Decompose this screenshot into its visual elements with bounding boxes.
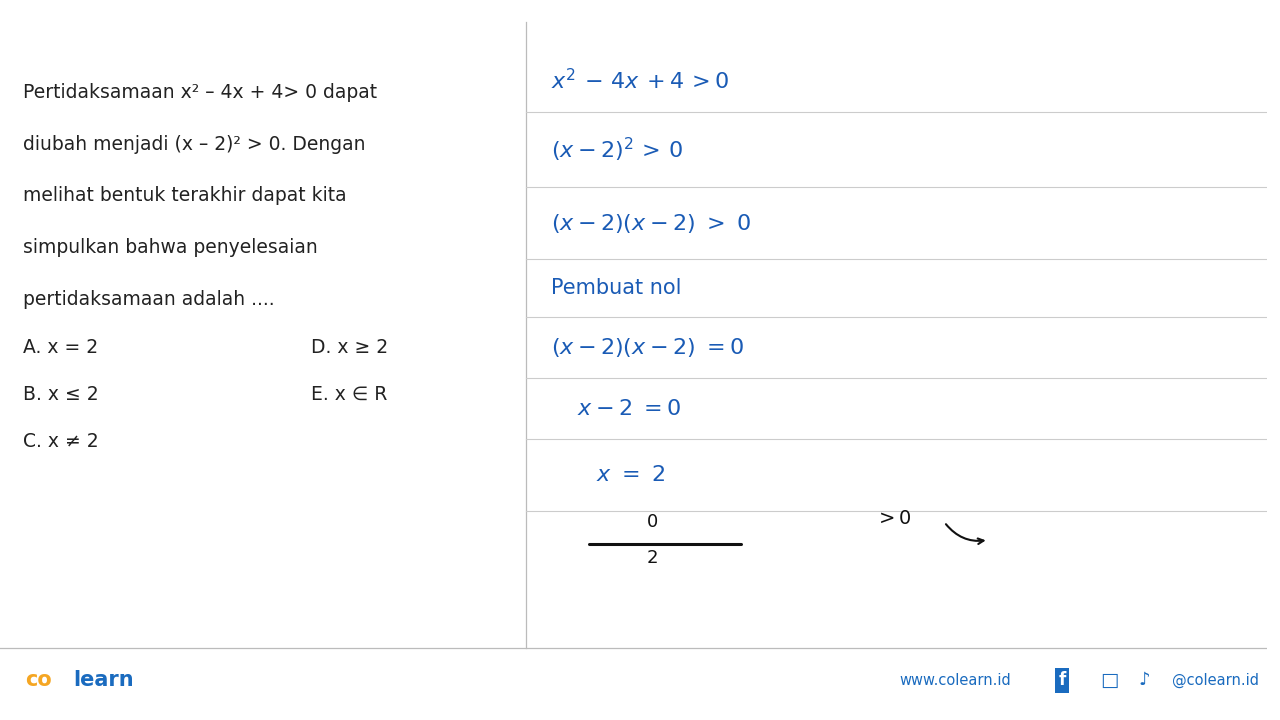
Text: D. x ≥ 2: D. x ≥ 2: [311, 338, 388, 357]
Text: A. x = 2: A. x = 2: [23, 338, 99, 357]
Text: diubah menjadi (x – 2)² > 0. Dengan: diubah menjadi (x – 2)² > 0. Dengan: [23, 135, 365, 153]
Text: ♪: ♪: [1138, 671, 1149, 690]
Text: $x-2\ =0$: $x-2\ =0$: [577, 399, 681, 418]
Text: @colearn.id: @colearn.id: [1172, 672, 1260, 688]
Text: □: □: [1100, 671, 1119, 690]
Text: $x\ =\ 2$: $x\ =\ 2$: [595, 465, 666, 485]
Text: 2: 2: [646, 549, 658, 567]
Text: $(x-2)(x-2)\ =0$: $(x-2)(x-2)\ =0$: [552, 336, 745, 359]
Text: pertidaksamaan adalah ....: pertidaksamaan adalah ....: [23, 290, 274, 309]
Text: $x^2\/-\/4x\/+4\/>0$: $x^2\/-\/4x\/+4\/>0$: [552, 68, 730, 94]
Text: E. x ∈ R: E. x ∈ R: [311, 385, 387, 404]
Text: $(x-2)^2\/>\/0$: $(x-2)^2\/>\/0$: [552, 135, 684, 163]
Text: $> 0$: $> 0$: [874, 509, 911, 528]
Text: simpulkan bahwa penyelesaian: simpulkan bahwa penyelesaian: [23, 238, 317, 257]
Text: Pertidaksamaan x² – 4x + 4> 0 dapat: Pertidaksamaan x² – 4x + 4> 0 dapat: [23, 83, 376, 102]
Text: C. x ≠ 2: C. x ≠ 2: [23, 432, 99, 451]
Text: co: co: [26, 670, 52, 690]
Text: 0: 0: [648, 513, 658, 531]
Text: learn: learn: [73, 670, 134, 690]
Text: Pembuat nol: Pembuat nol: [552, 278, 682, 298]
Text: $(x-2)(x-2)\ >\ 0$: $(x-2)(x-2)\ >\ 0$: [552, 212, 751, 235]
Text: f: f: [1059, 671, 1065, 690]
Text: melihat bentuk terakhir dapat kita: melihat bentuk terakhir dapat kita: [23, 186, 347, 205]
Text: B. x ≤ 2: B. x ≤ 2: [23, 385, 99, 404]
Text: www.colearn.id: www.colearn.id: [900, 673, 1011, 688]
